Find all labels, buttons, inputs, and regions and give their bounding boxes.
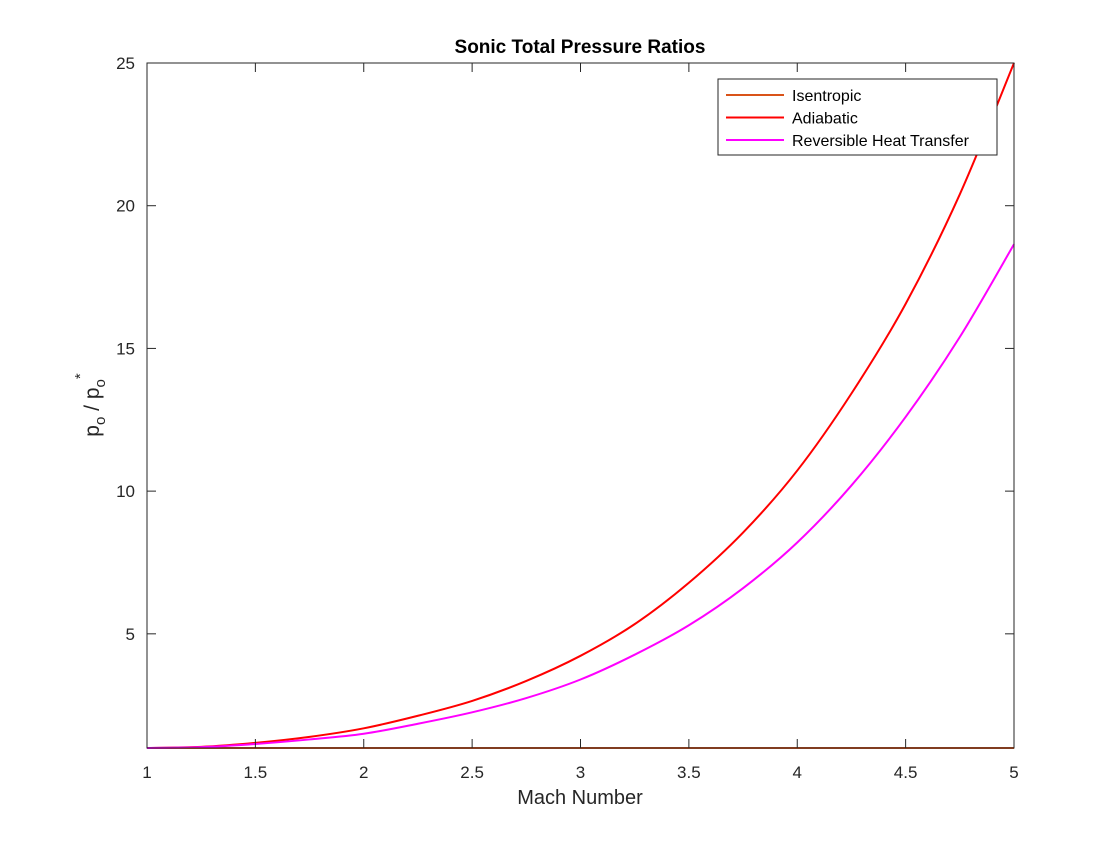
x-tick-label: 3.5 [677, 763, 701, 782]
y-label-p: p [81, 425, 104, 437]
x-tick-label: 3 [576, 763, 585, 782]
x-tick-label: 5 [1009, 763, 1018, 782]
y-label-slash-p: / p [81, 387, 104, 416]
legend-label: Adiabatic [792, 111, 858, 128]
y-ticks: 5 10 15 20 25 [116, 54, 1014, 644]
plot-background [147, 63, 1014, 748]
series-line-adiabatic [146, 62, 1015, 749]
y-label-subscript-o: o [92, 417, 109, 425]
x-tick-label: 2 [359, 763, 368, 782]
x-tick-label: 1.5 [244, 763, 268, 782]
x-tick-label: 4.5 [894, 763, 918, 782]
y-tick-label: 25 [116, 54, 135, 73]
y-label-subscript-o-star: o [92, 379, 109, 387]
series-line-reversible-heat-transfer [146, 243, 1015, 749]
y-tick-label: 10 [116, 482, 135, 501]
y-axis-label: po / po* [72, 373, 109, 437]
chart-title: Sonic Total Pressure Ratios [455, 37, 706, 58]
legend-label: Reversible Heat Transfer [792, 133, 970, 150]
y-tick-label: 15 [116, 339, 135, 358]
legend: Isentropic Adiabatic Reversible Heat Trans… [717, 78, 998, 156]
x-tick-label: 1 [142, 763, 151, 782]
legend-items: Isentropic Adiabatic Reversible Heat Trans… [726, 88, 970, 150]
y-tick-label: 20 [116, 197, 135, 216]
legend-label: Isentropic [792, 88, 861, 105]
x-tick-label: 2.5 [460, 763, 484, 782]
y-tick-label: 5 [126, 625, 135, 644]
y-label-superscript-star: * [72, 373, 89, 379]
x-axis-label: Mach Number [517, 787, 643, 809]
x-ticks: 1 1.5 2 2.5 3 3.5 4 4.5 5 [142, 63, 1019, 782]
x-tick-label: 4 [793, 763, 802, 782]
